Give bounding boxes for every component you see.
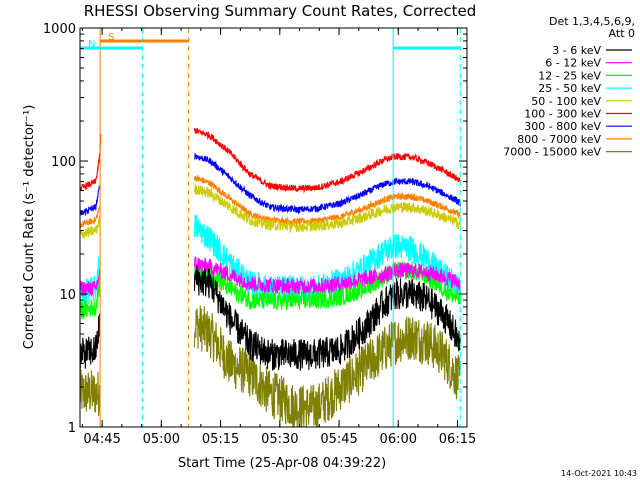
y-tick-label: 1	[68, 421, 76, 436]
legend-entry: 800 - 7000 keV	[517, 133, 632, 146]
plot-area: SN	[79, 28, 461, 428]
legend-entry-label: 7000 - 15000 keV	[503, 146, 601, 159]
marker-night-2	[392, 28, 461, 427]
legend-entry: 25 - 50 keV	[538, 82, 632, 95]
legend-entry-label: 25 - 50 keV	[538, 82, 601, 95]
marker-label: S	[108, 32, 114, 43]
y-tick-label: 10	[59, 288, 76, 303]
x-axis-label: Start Time (25-Apr-08 04:39:22)	[178, 456, 386, 471]
series-line-post-gap	[193, 127, 461, 194]
y-axis-label: Corrected Count Rate (s⁻¹ detector⁻¹)	[22, 105, 37, 350]
legend-entry: 12 - 25 keV	[538, 69, 632, 82]
series-line-post-gap	[193, 255, 461, 294]
x-tick-label: 05:15	[202, 432, 239, 447]
series-line-post-gap	[193, 305, 461, 428]
series-line-post-gap	[193, 265, 461, 371]
series-line-pre-gap	[79, 270, 101, 298]
legend-entry-label: 12 - 25 keV	[538, 69, 601, 82]
series-line-pre-gap	[79, 275, 101, 320]
legend-entry: 100 - 300 keV	[524, 108, 632, 121]
series-line-pre-gap	[79, 369, 101, 416]
chart-title: RHESSI Observing Summary Count Rates, Co…	[84, 2, 477, 20]
y-tick-label: 100	[51, 155, 76, 170]
x-tick-label: 06:00	[380, 432, 417, 447]
series-6-12-kev	[79, 255, 461, 298]
marker-label: N	[88, 39, 95, 50]
legend-entry-label: 6 - 12 keV	[545, 57, 601, 70]
series-line-post-gap	[193, 184, 461, 234]
series-line-pre-gap	[79, 215, 101, 239]
series-line-pre-gap	[79, 313, 101, 369]
x-tick-label: 05:00	[143, 432, 180, 447]
legend-entry: 6 - 12 keV	[545, 57, 632, 70]
footer-timestamp: 14-Oct-2021 10:43	[561, 469, 637, 478]
legend-entry: 300 - 800 keV	[524, 120, 632, 133]
legend-entry: 7000 - 15000 keV	[503, 146, 632, 159]
legend-entry-label: 100 - 300 keV	[524, 108, 601, 121]
series-3-6-kev	[79, 265, 461, 371]
legend-entry-label: 50 - 100 keV	[531, 95, 601, 108]
series-100-300-kev	[79, 127, 461, 194]
legend-entry: 3 - 6 keV	[552, 44, 632, 57]
marker-s: S	[99, 28, 190, 427]
x-tick-label: 05:30	[261, 432, 298, 447]
legend-entry: 50 - 100 keV	[531, 95, 632, 108]
legend-entry-label: 3 - 6 keV	[552, 44, 601, 57]
axes: 04:45 05:00 05:15 05:30 05:45 06:00 06:15 1 10 10…	[43, 22, 476, 447]
x-tick-label: 04:45	[83, 432, 120, 447]
x-tick-label: 05:45	[320, 432, 357, 447]
legend-entry-label: 300 - 800 keV	[524, 120, 601, 133]
x-tick-label: 06:15	[439, 432, 476, 447]
series-line-post-gap	[194, 153, 461, 215]
series-7000-15000-kev	[79, 305, 461, 428]
legend-entry-label: 800 - 7000 keV	[517, 133, 601, 146]
legend-header-line1: Det 1,3,4,5,6,9,	[549, 15, 635, 28]
series-line-pre-gap	[79, 134, 102, 191]
legend-header-line2: Att 0	[609, 27, 635, 40]
series-50-100-kev	[79, 184, 461, 239]
plot-frame	[79, 27, 468, 428]
y-tick-label: 1000	[43, 22, 76, 37]
series-line-pre-gap	[79, 206, 100, 228]
